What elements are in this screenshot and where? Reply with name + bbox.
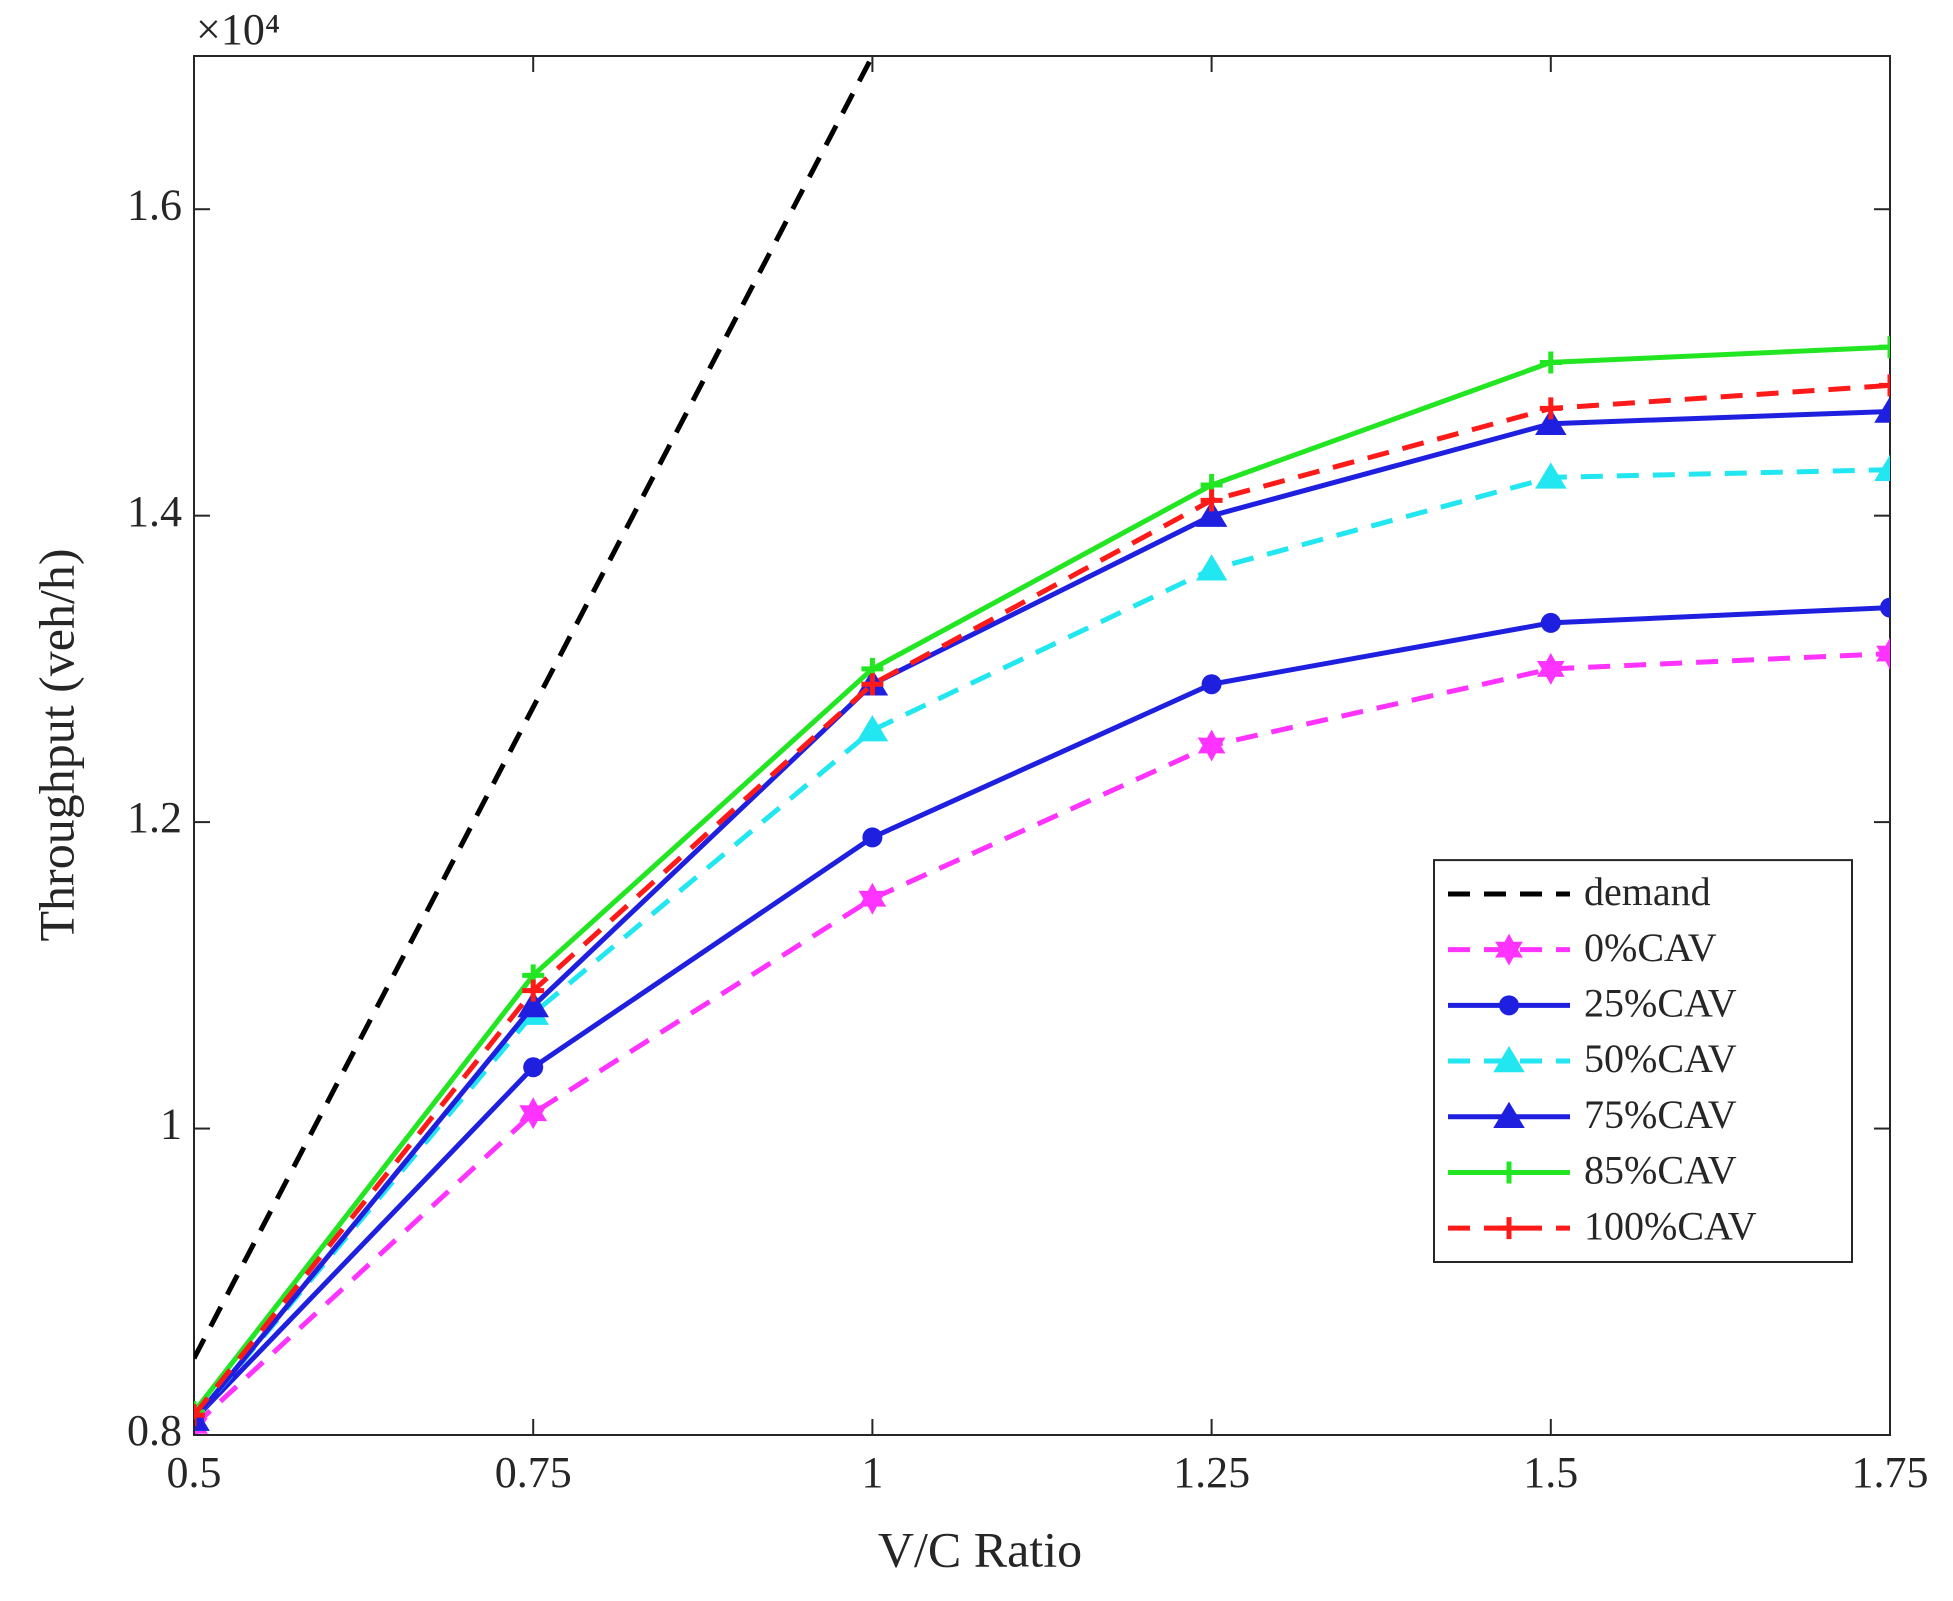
legend-marker bbox=[1493, 1046, 1525, 1073]
marker bbox=[1195, 500, 1228, 527]
marker bbox=[517, 990, 549, 1018]
marker bbox=[1879, 374, 1890, 397]
plot-content bbox=[194, 56, 1890, 1435]
marker bbox=[1539, 397, 1562, 420]
series-line bbox=[194, 409, 1890, 1422]
marker bbox=[861, 673, 884, 696]
x-tick-label: 1.25 bbox=[1173, 1448, 1250, 1497]
marker bbox=[194, 1401, 205, 1424]
marker bbox=[856, 715, 889, 742]
marker bbox=[1874, 454, 1890, 481]
legend-label: 50%CAV bbox=[1584, 1036, 1737, 1081]
legend-marker bbox=[1495, 933, 1523, 966]
series-line bbox=[194, 382, 1890, 1417]
x-tick-label: 0.5 bbox=[167, 1448, 222, 1497]
marker bbox=[858, 882, 887, 915]
marker bbox=[523, 1057, 544, 1078]
y-multiplier: ×10⁴ bbox=[196, 5, 280, 54]
y-tick-label: 0.8 bbox=[127, 1406, 182, 1455]
series-line bbox=[194, 605, 1890, 1422]
legend-label: 25%CAV bbox=[1584, 981, 1737, 1026]
marker bbox=[1535, 408, 1567, 435]
x-tick-label: 1 bbox=[861, 1448, 883, 1497]
legend-marker bbox=[1499, 995, 1519, 1016]
x-axis-label: V/C Ratio bbox=[878, 1521, 1082, 1577]
marker bbox=[1535, 462, 1567, 489]
marker bbox=[1874, 396, 1890, 423]
legend-label: demand bbox=[1584, 869, 1711, 914]
x-tick-label: 0.75 bbox=[495, 1448, 572, 1497]
marker bbox=[1195, 554, 1228, 581]
marker bbox=[1876, 637, 1890, 670]
legend-marker bbox=[1498, 1161, 1520, 1184]
y-tick-label: 1 bbox=[160, 1100, 182, 1149]
y-tick-label: 1.4 bbox=[127, 487, 182, 536]
marker bbox=[1536, 652, 1565, 685]
marker bbox=[1201, 674, 1222, 695]
legend-label: 85%CAV bbox=[1584, 1148, 1737, 1193]
marker bbox=[519, 1097, 548, 1130]
legend-marker bbox=[1498, 1217, 1520, 1240]
marker bbox=[194, 1404, 205, 1427]
x-tick-label: 1.5 bbox=[1523, 1448, 1578, 1497]
y-tick-label: 1.6 bbox=[127, 180, 182, 229]
series-line bbox=[194, 651, 1890, 1428]
marker bbox=[522, 979, 545, 1002]
series-line bbox=[194, 467, 1890, 1422]
marker bbox=[1539, 351, 1562, 374]
marker bbox=[1879, 336, 1890, 359]
series-line bbox=[194, 344, 1890, 1414]
x-tick-label: 1.75 bbox=[1852, 1448, 1929, 1497]
legend-label: 75%CAV bbox=[1584, 1092, 1737, 1137]
y-tick-label: 1.2 bbox=[127, 793, 182, 842]
legend-label: 0%CAV bbox=[1584, 925, 1717, 970]
marker bbox=[1540, 612, 1561, 633]
legend-label: 100%CAV bbox=[1584, 1203, 1757, 1248]
legend: demand 0%CAV 25%CAV 50%CAV 75%CAV 85%CAV 100%C… bbox=[1433, 859, 1853, 1263]
marker bbox=[1197, 729, 1226, 762]
y-axis-label: Throughput (veh/h) bbox=[28, 549, 84, 942]
marker bbox=[1880, 597, 1890, 618]
marker bbox=[1200, 489, 1223, 512]
legend-marker bbox=[1493, 1101, 1525, 1128]
marker bbox=[862, 827, 883, 848]
